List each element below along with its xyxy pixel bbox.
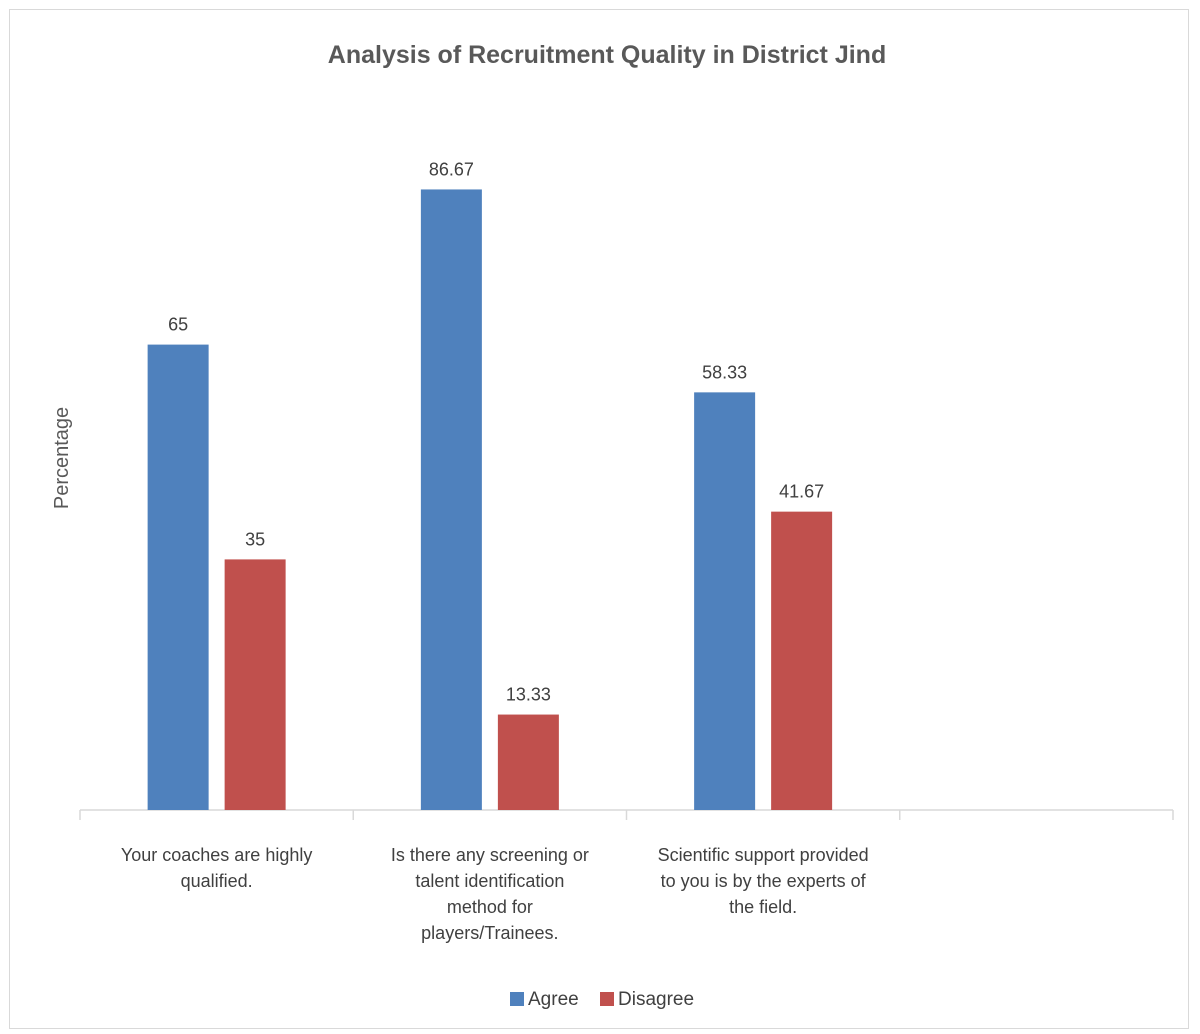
chart-title: Analysis of Recruitment Quality in Distr… [328, 41, 886, 69]
data-label-disagree-1: 35 [245, 529, 265, 549]
data-label-agree-3: 58.33 [702, 362, 747, 382]
legend-swatch-disagree [600, 992, 614, 1006]
bar-disagree-1 [224, 559, 286, 810]
legend-label-disagree: Disagree [618, 989, 694, 1010]
x-tick-label-1: Your coaches are highly qualified. [121, 845, 312, 891]
bar-agree-3 [694, 392, 756, 810]
plot-area: 65 35 Your coaches are highly qualified. 86.… [79, 159, 1174, 943]
bar-agree-1 [147, 344, 209, 810]
y-axis-title: Percentage [51, 407, 73, 509]
bar-disagree-2 [497, 714, 559, 810]
data-label-disagree-2: 13.33 [506, 685, 551, 705]
x-tick-label-2: Is there any screening or talent identifi… [391, 845, 589, 943]
x-tick-label-3: Scientific support provided to you is by … [658, 845, 869, 917]
legend: Agree Disagree [510, 989, 694, 1010]
legend-label-agree: Agree [528, 989, 579, 1010]
legend-swatch-agree [510, 992, 524, 1006]
data-label-agree-2: 86.67 [429, 159, 474, 179]
data-label-disagree-3: 41.67 [779, 482, 824, 502]
bar-agree-2 [420, 189, 482, 810]
data-label-agree-1: 65 [168, 315, 188, 335]
bar-disagree-3 [771, 511, 833, 810]
